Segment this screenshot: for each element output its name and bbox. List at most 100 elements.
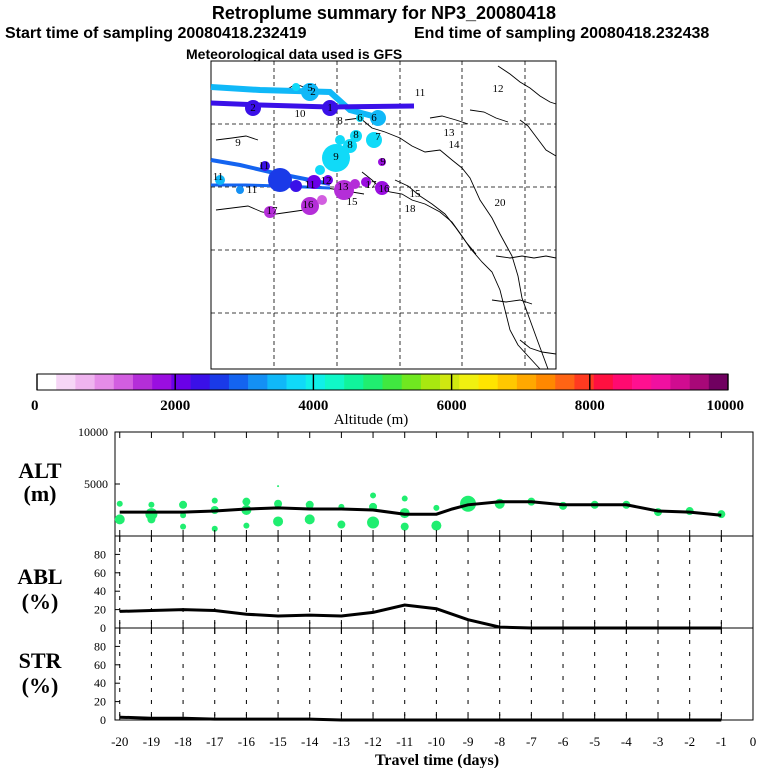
end-time-label: End time of sampling 20080418.232438 [414,25,710,42]
xtick-label: -3 [653,734,664,749]
plume-circle [215,175,225,185]
map-day-number: 15 [410,188,422,200]
trajectory-blue [210,100,415,110]
plume-circle [268,168,292,192]
colorbar-cell [478,374,498,390]
colorbar-cell [593,374,614,390]
abl-line [119,603,722,630]
alt-plume-point [147,515,156,524]
colorbar-cell [363,374,383,390]
plume-circle [350,130,362,142]
alt-plume-point [274,499,283,508]
alt-plume-point [277,485,280,488]
colorbar-tick-label: 8000 [575,398,605,414]
map-day-number: 17 [267,205,279,217]
map-day-number: 16 [303,199,315,211]
xtick-label: -5 [589,734,600,749]
colorbar-cell [94,374,115,390]
map-day-number: 11 [305,179,316,191]
map-day-number: 2 [310,86,316,98]
plume-circle [334,180,354,200]
map-day-number: 9 [333,151,339,163]
map-day-number: 8 [337,115,343,127]
plume-circle [245,100,261,116]
abl-panel-unit: (%) [22,589,59,614]
xtick-label: -4 [621,734,632,749]
map-day-number: 8 [347,139,353,151]
plume-circle [370,110,386,126]
plume-circle [322,144,350,172]
plume-circle [315,165,325,175]
plume-circle [317,195,327,205]
trajectory-low [211,183,331,190]
abl-ytick-label: 80 [94,547,106,561]
colorbar-cell [152,374,172,390]
plume-circle [335,135,345,145]
plume-circle [350,179,360,189]
colorbar-cell [75,374,95,390]
colorbar-cell [286,374,307,390]
alt-plume-point [211,497,218,504]
map-day-number: 17 [366,179,378,191]
map-graticule [211,61,556,369]
altitude-colorbar: 0 2000 4000 6000 8000 10000 Altitude (m) [31,373,744,428]
map-day-number: 11 [415,87,426,99]
xtick-label: 0 [750,734,757,749]
colorbar-cell [612,374,633,390]
colorbar-cell [132,374,153,390]
colorbar-cell [401,374,422,390]
plume-circle [264,206,276,218]
colorbar-cell [632,374,652,390]
alt-plume-point [305,500,314,509]
chart-title: Retroplume summary for NP3_20080418 [211,3,557,23]
colorbar-cell [708,374,729,390]
plume-circle [366,132,382,148]
alt-plume-point [367,516,380,529]
map-day-number: 16 [379,183,391,195]
x-axis-label: Travel time (days) [375,752,499,768]
plume-circle [375,181,389,195]
map-day-number: 6 [357,112,363,124]
map-day-number: 7 [375,131,381,143]
map-day-number: 12 [493,83,504,95]
xtick-label: -9 [463,734,474,749]
colorbar-cell [248,374,268,390]
alt-plume-point [180,523,187,530]
alt-panel-frame [114,431,754,537]
xtick-label: -6 [558,734,569,749]
plume-circle [301,83,319,101]
xtick-label: -8 [494,734,505,749]
colorbar-tick-label: 2000 [160,398,190,414]
xtick-label: -16 [238,734,256,749]
xtick-label: -7 [526,734,537,749]
alt-plume-point [180,512,187,519]
plume-circle [301,197,319,215]
alt-median-line [119,500,722,517]
plume-circle [378,158,386,166]
abl-panel-label: ABL [17,564,62,589]
str-ytick-label: 40 [94,676,106,690]
map-day-number: 2 [250,102,256,114]
map-day-number: 11 [247,184,258,196]
alt-plume-point [273,516,284,527]
abl-ytick-label: 20 [94,603,106,617]
plume-circle [356,114,364,122]
plume-circle [236,186,244,194]
xtick-label: -10 [428,734,445,749]
alt-plume-point [433,504,440,511]
xtick-label: -19 [143,734,160,749]
plume-circle [260,161,270,171]
colorbar-tick-label: 0 [31,398,39,414]
alt-panel-label: ALT [18,458,62,483]
alt-plume-point [370,492,377,499]
alt-panel-unit: (m) [24,481,57,506]
colorbar-cell [56,374,76,390]
xtick-label: -11 [396,734,413,749]
alt-plume-point [243,522,250,529]
map-day-number: 20 [495,197,507,209]
map-day-number: 13 [338,181,350,193]
colorbar-cell [267,374,287,390]
colorbar-tick-label: 6000 [437,398,467,414]
